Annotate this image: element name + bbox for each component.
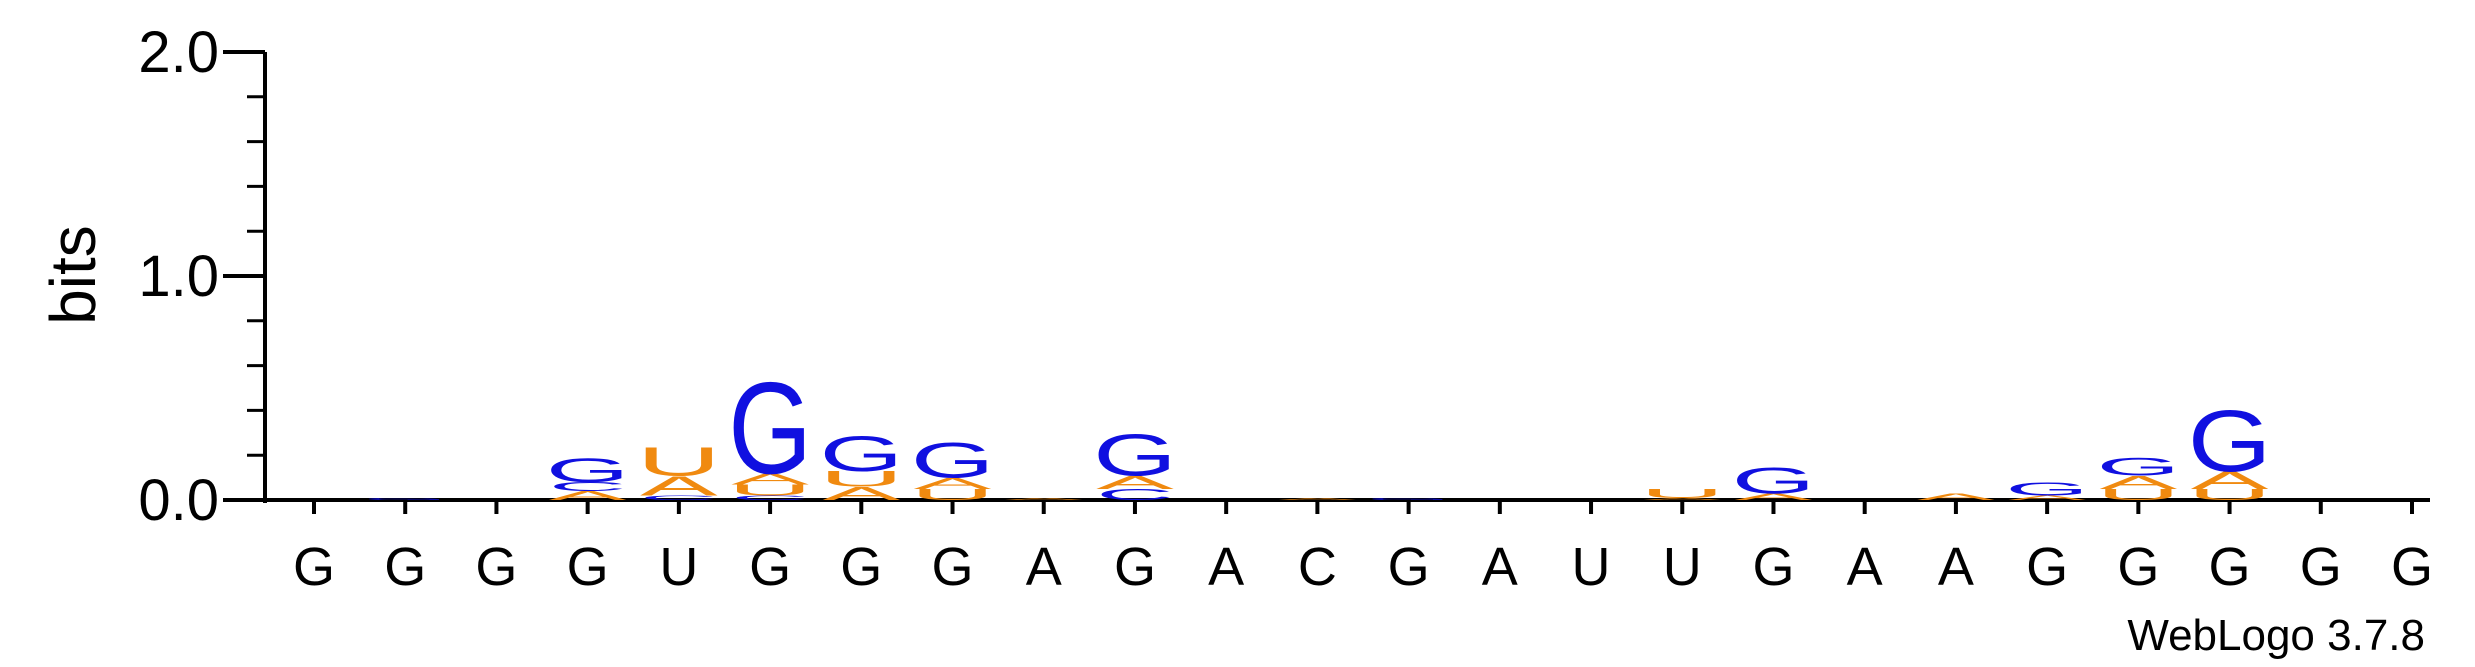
x-tick-label: G (2117, 537, 2159, 597)
logo-letter-A: A (1643, 497, 1721, 500)
x-tick-label: U (659, 537, 698, 597)
logo-letter-G: G (2188, 392, 2272, 490)
x-tick-label: G (1388, 537, 1430, 597)
x-tick-label: G (384, 537, 426, 597)
x-tick-label: G (2209, 537, 2251, 597)
logo-letter-A: A (1735, 492, 1813, 502)
y-axis: 0.0 1.0 2.0 (138, 20, 267, 533)
x-tick-label: G (840, 537, 882, 597)
logo-letter-U: U (2187, 486, 2271, 503)
logo-letter-A: A (731, 470, 809, 487)
logo-letter-A: A (2191, 466, 2270, 494)
x-tick-label: G (1114, 537, 1156, 597)
logo-letter-A: A (822, 483, 900, 504)
logo-letter-G: G (1093, 422, 1177, 488)
logo-letter-C: C (640, 494, 718, 501)
x-tick-label: U (1663, 537, 1702, 597)
logo-letter-G: G (1367, 497, 1451, 500)
x-tick-label: G (475, 537, 517, 597)
logo-letter-U: U (910, 486, 994, 503)
x-tick-label: G (749, 537, 791, 597)
y-tick-label: 0.0 (138, 468, 219, 533)
logo-letter-U: U (819, 467, 903, 491)
x-tick-label: G (1752, 537, 1794, 597)
logo-letter-G: G (819, 426, 903, 482)
x-tick-label: U (1572, 537, 1611, 597)
y-tick-label: 1.0 (138, 244, 219, 309)
logo-letter-U: U (637, 439, 721, 484)
x-tick-label: G (567, 537, 609, 597)
logo-letter-A: A (1917, 492, 1995, 502)
x-tick-label: A (1482, 537, 1518, 597)
logo-letter-G: G (911, 432, 995, 488)
logo-letter-C: C (549, 480, 627, 494)
y-axis-label: bits (37, 225, 109, 325)
logo-letter-U: U (2096, 486, 2180, 503)
logo-letter-C: C (731, 494, 809, 501)
x-tick-label: G (2391, 537, 2433, 597)
logo-letter-U: U (1640, 486, 1724, 500)
logo-letter-A: A (1096, 472, 1174, 493)
logo-letter-G: G (546, 451, 630, 489)
logo-letter-A: A (1279, 497, 1357, 500)
logo-letter-G: G (363, 497, 447, 500)
logo-letter-U: U (728, 481, 812, 498)
logo-letter-G: G (728, 356, 812, 501)
x-tick-label: A (1026, 537, 1062, 597)
logo-letter-A: A (2099, 472, 2177, 493)
x-tick-label: A (1208, 537, 1244, 597)
logo-letter-A: A (1005, 497, 1083, 500)
x-tick-label: G (932, 537, 974, 597)
logo-letter-G: G (1732, 460, 1816, 502)
y-tick-label: 2.0 (138, 20, 219, 85)
logo-letter-A: A (914, 475, 992, 492)
logo-letter-A: A (549, 489, 628, 503)
logo-letter-G: G (2097, 453, 2181, 481)
x-tick-label: A (1938, 537, 1974, 597)
x-tick-label: A (1847, 537, 1883, 597)
logo-letter-A: A (2008, 494, 2086, 501)
logo-letter-A: A (640, 470, 718, 501)
x-tick-label: G (2300, 537, 2342, 597)
logo-letter-G: G (2005, 479, 2089, 500)
x-tick-label: C (1298, 537, 1337, 597)
weblogo-version-label: WebLogo 3.7.8 (2127, 611, 2425, 660)
x-tick-label: G (293, 537, 335, 597)
x-tick-label: G (2026, 537, 2068, 597)
logo-letter-C: C (1096, 486, 1174, 503)
